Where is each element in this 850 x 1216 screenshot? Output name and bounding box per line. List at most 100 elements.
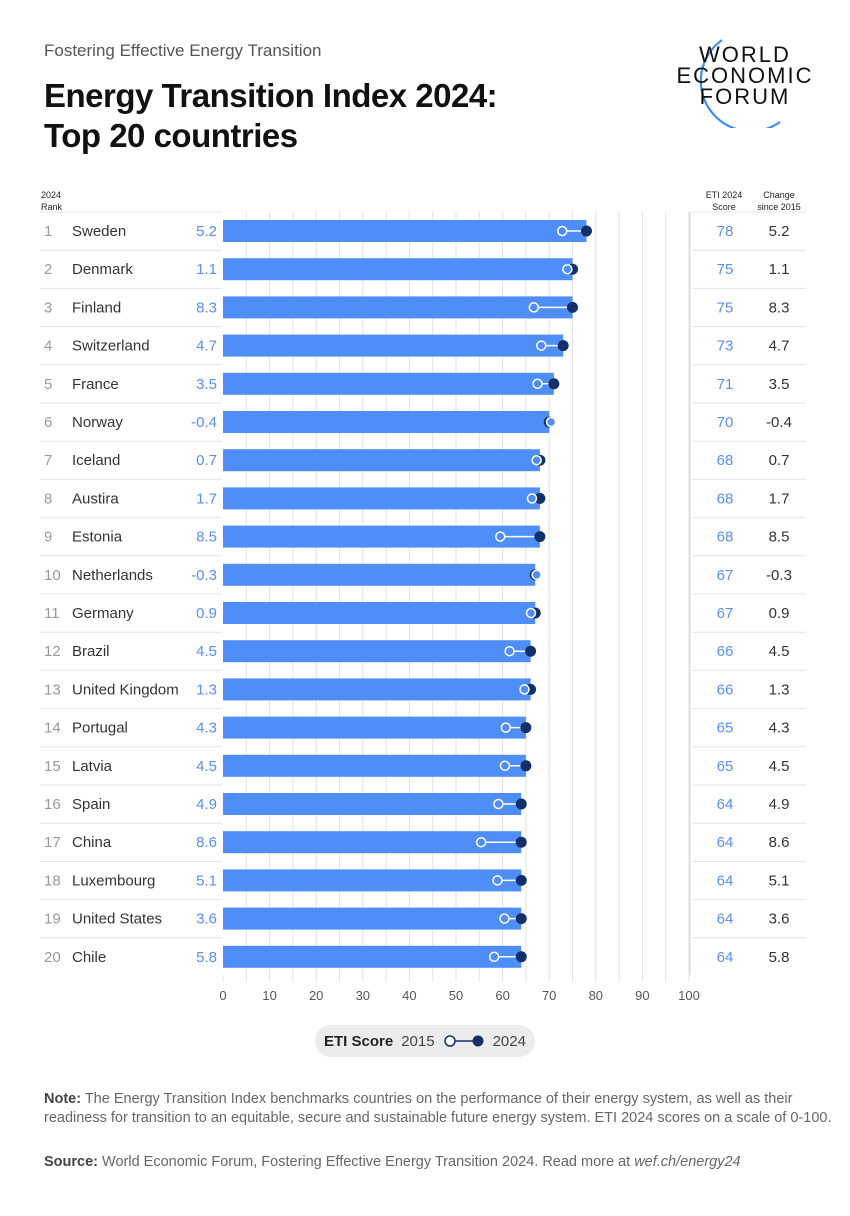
chart-row: 16 Spain 4.9 64 4.9: [40, 784, 806, 815]
dot-2024: [520, 760, 532, 772]
change-label: 8.6: [769, 834, 790, 851]
x-tick-label: 80: [589, 988, 603, 1003]
chart-row: 7 Iceland 0.7 68 0.7: [40, 440, 806, 472]
country-label: Finland: [72, 299, 121, 316]
dot-2015: [528, 302, 540, 313]
country-label: United States: [72, 911, 162, 928]
chart-row: 9 Estonia 8.5 68 8.5: [40, 517, 806, 548]
rank-label: 19: [44, 911, 61, 928]
score-label: 68: [717, 529, 734, 546]
rank-label: 13: [44, 681, 61, 698]
country-label: Germany: [72, 605, 134, 622]
logo-line-2: ECONOMIC: [677, 63, 814, 88]
logo-line-3: FORUM: [700, 84, 791, 109]
chart-row: 6 Norway -0.4 70 -0.4: [40, 402, 806, 433]
score-label: 75: [717, 299, 734, 316]
logo-line-1: WORLD: [699, 42, 791, 67]
change-label-left: 0.7: [196, 452, 217, 469]
source-text: World Economic Forum, Fostering Effectiv…: [98, 1154, 635, 1170]
dot-2015: [504, 645, 515, 657]
country-label: Estonia: [72, 529, 123, 546]
country-label: Norway: [72, 414, 123, 431]
country-label: Austira: [72, 490, 119, 507]
x-tick-label: 60: [495, 988, 509, 1003]
bar: [223, 754, 526, 777]
bar: [223, 449, 540, 472]
logo-arc: [699, 39, 781, 128]
dot-2024: [567, 301, 578, 313]
page-title: Energy Transition Index 2024: Top 20 cou…: [44, 76, 498, 156]
change-label-left: 4.9: [196, 796, 217, 813]
country-label: Brazil: [72, 643, 110, 660]
rank-label: 11: [44, 605, 60, 622]
change-label-left: 5.8: [196, 949, 217, 966]
score-label: 64: [717, 834, 734, 851]
source-link[interactable]: wef.ch/energy24: [634, 1154, 741, 1170]
dot-2015: [531, 569, 542, 581]
dot-2015: [562, 263, 573, 275]
change-label: 3.5: [769, 376, 790, 393]
dot-2015: [531, 454, 542, 466]
change-label: 5.8: [769, 949, 790, 966]
score-label: 68: [717, 452, 734, 469]
bar: [223, 869, 522, 892]
score-label: 70: [717, 414, 734, 431]
chart-row: 19 United States 3.6 64 3.6: [40, 899, 806, 930]
chart-row: 13 United Kingdom 1.3 66 1.3: [40, 669, 806, 701]
country-label: China: [72, 834, 112, 851]
score-label: 67: [717, 567, 734, 584]
dot-2015: [525, 607, 537, 619]
score-label: 64: [717, 911, 734, 928]
dot-2024: [515, 836, 527, 848]
chart-row: 18 Luxembourg 5.1 64 5.1: [40, 860, 806, 892]
score-label: 68: [717, 490, 734, 507]
change-label: 4.5: [769, 643, 790, 660]
rank-header-line-1: 2024: [41, 190, 62, 200]
score-header: ETI 2024 Score: [694, 189, 754, 213]
dot-2015: [536, 340, 547, 351]
dot-2024: [515, 874, 527, 886]
legend-2024: 2024: [492, 1032, 526, 1050]
title-line-2: Top 20 countries: [44, 117, 298, 154]
score-label: 73: [717, 338, 734, 355]
rank-label: 6: [44, 414, 52, 431]
rank-label: 15: [44, 758, 61, 775]
bar: [223, 907, 522, 930]
change-label: 8.3: [769, 299, 790, 316]
dot-2015: [492, 875, 503, 886]
x-tick-label: 10: [262, 988, 276, 1003]
change-label-left: 8.3: [196, 299, 217, 316]
change-label-left: 4.3: [196, 720, 217, 737]
score-label: 64: [717, 949, 734, 966]
score-label: 66: [717, 643, 734, 660]
score-header-line-1: ETI 2024: [705, 190, 743, 200]
chart-row: 3 Finland 8.3 75 8.3: [40, 287, 806, 319]
country-label: Chile: [72, 949, 106, 966]
x-tick-label: 100: [678, 988, 700, 1003]
dot-2024: [515, 913, 527, 925]
rank-label: 8: [44, 490, 52, 507]
chart-row: 5 France 3.5 71 3.5: [40, 364, 806, 395]
change-label-left: 3.5: [196, 376, 217, 393]
change-label: 5.2: [769, 223, 790, 240]
score-header-line-2: Score: [712, 202, 736, 212]
country-label: United Kingdom: [72, 681, 179, 698]
chart-row: 15 Latvia 4.5 65 4.5: [40, 746, 806, 777]
score-label: 78: [717, 223, 734, 240]
country-label: Luxembourg: [72, 872, 155, 889]
bar: [223, 945, 522, 968]
change-label: 4.7: [769, 338, 790, 355]
bar: [223, 716, 526, 739]
change-label-left: 1.1: [196, 261, 217, 278]
bar: [223, 220, 587, 242]
change-label: 4.9: [769, 796, 790, 813]
bar: [223, 793, 522, 815]
rank-label: 17: [44, 834, 61, 851]
country-label: Netherlands: [72, 567, 153, 584]
change-label-left: 8.5: [196, 529, 217, 546]
change-label: 8.5: [769, 529, 790, 546]
change-label-left: 5.2: [196, 223, 217, 240]
rank-label: 5: [44, 376, 52, 393]
score-label: 67: [717, 605, 734, 622]
